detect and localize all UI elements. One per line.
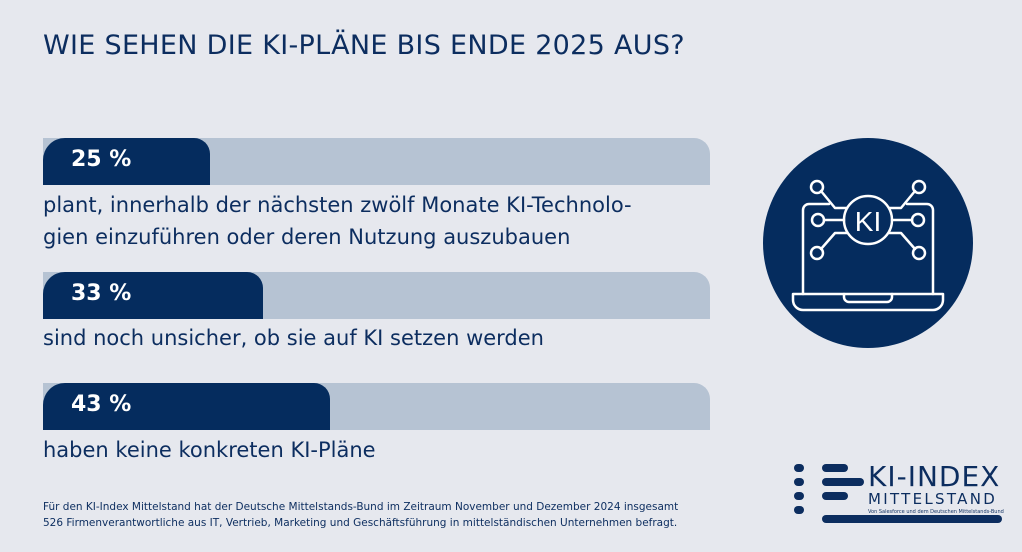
bar-fill: 25 % (43, 138, 210, 185)
logo-subtitle: MITTELSTAND (868, 490, 998, 508)
footer-note: Für den KI-Index Mittelstand hat der Deu… (43, 499, 678, 531)
bar-value-label: 33 % (71, 281, 132, 306)
bar-description-1: plant, innerhalb der nächsten zwölf Mona… (43, 189, 632, 253)
bar-track: 25 % (43, 138, 710, 185)
bar-value-label: 43 % (71, 392, 132, 417)
footer-line: 526 Firmenverantwortliche aus IT, Vertri… (43, 517, 678, 529)
ki-index-logo: KI-INDEX MITTELSTAND Von Salesforce und … (790, 460, 1005, 523)
bar-fill: 33 % (43, 272, 264, 319)
description-line: sind noch unsicher, ob sie auf KI setzen… (43, 326, 544, 350)
laptop-ki-icon: KI (763, 138, 973, 348)
bar-description-3: haben keine konkreten KI-Pläne (43, 434, 376, 466)
description-line: gien einzuführen oder deren Nutzung ausz… (43, 225, 571, 249)
bar-track: 43 % (43, 383, 710, 430)
description-line: haben keine konkreten KI-Pläne (43, 438, 376, 462)
logo-title: KI-INDEX (868, 460, 1001, 493)
page-title: WIE SEHEN DIE KI-PLÄNE BIS ENDE 2025 AUS… (43, 30, 685, 61)
bar-track: 33 % (43, 272, 710, 319)
bar-value-label: 25 % (71, 147, 132, 172)
logo-tagline: Von Salesforce und dem Deutschen Mittels… (868, 509, 1004, 515)
bar-description-2: sind noch unsicher, ob sie auf KI setzen… (43, 322, 544, 354)
footer-line: Für den KI-Index Mittelstand hat der Deu… (43, 501, 679, 513)
bar-fill: 43 % (43, 383, 330, 430)
icon-label: KI (855, 206, 881, 237)
description-line: plant, innerhalb der nächsten zwölf Mona… (43, 193, 632, 217)
